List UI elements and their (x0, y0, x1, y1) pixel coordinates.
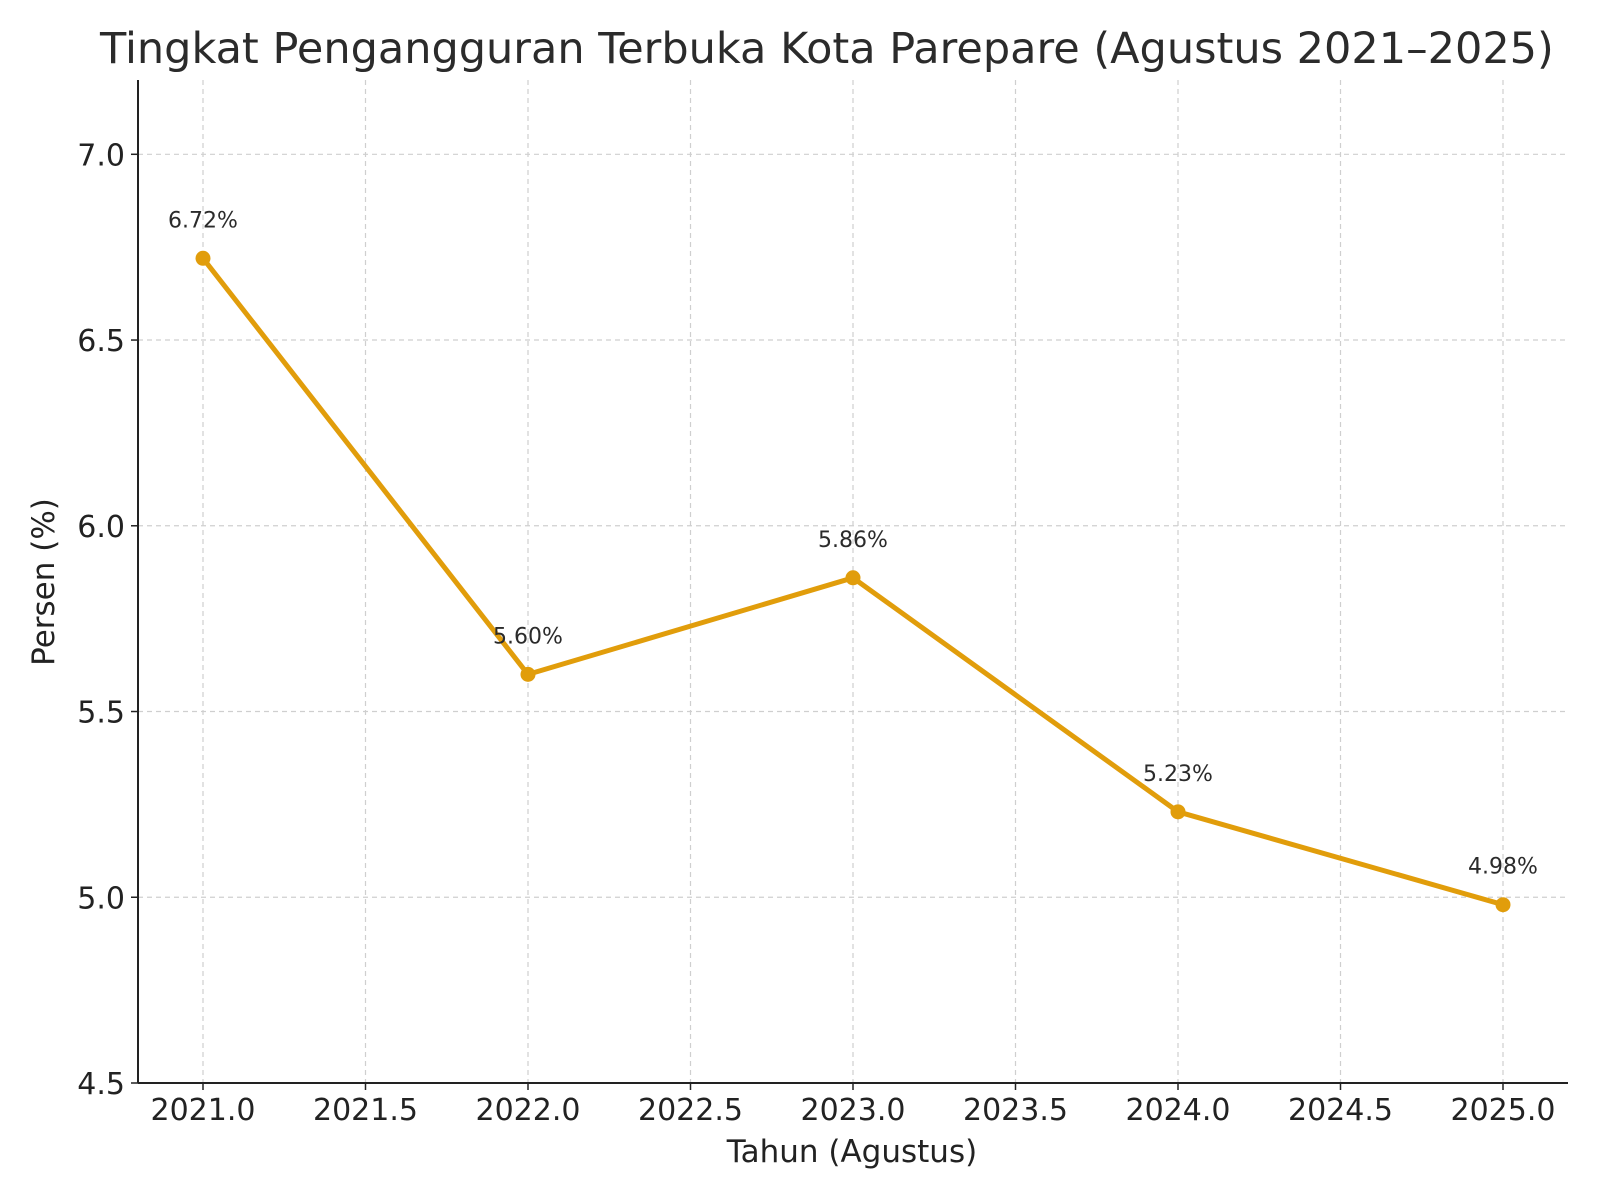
x-tick-label: 2024.0 (1126, 1093, 1231, 1128)
x-tick-label: 2023.0 (801, 1093, 906, 1128)
x-axis-label: Tahun (Agustus) (726, 1134, 977, 1170)
data-point (1170, 804, 1186, 820)
y-axis-label: Persen (%) (26, 498, 62, 666)
tick-labels: 2021.0 2021.5 2022.0 2022.5 2023.0 2023.5 2024… (77, 138, 1555, 1128)
data-label: 5.86% (818, 528, 888, 553)
x-tick-label: 2021.5 (313, 1093, 418, 1128)
series (195, 250, 1511, 913)
y-tick-label: 5.5 (77, 696, 125, 731)
data-point (845, 570, 861, 586)
y-tick-label: 5.0 (77, 881, 125, 916)
y-tick-label: 6.0 (77, 510, 125, 545)
data-label: 5.23% (1143, 762, 1213, 787)
data-label: 4.98% (1468, 855, 1538, 880)
y-tick-label: 7.0 (77, 138, 125, 173)
axes (131, 80, 1568, 1090)
x-tick-label: 2023.5 (963, 1093, 1068, 1128)
x-tick-label: 2021.0 (151, 1093, 256, 1128)
x-tick-label: 2024.5 (1288, 1093, 1393, 1128)
x-tick-label: 2025.0 (1451, 1093, 1556, 1128)
data-point (520, 666, 536, 682)
x-tick-label: 2022.0 (476, 1093, 581, 1128)
x-tick-label: 2022.5 (638, 1093, 743, 1128)
chart-title: Tingkat Pengangguran Terbuka Kota Parepa… (99, 24, 1554, 74)
data-point (1495, 897, 1511, 913)
data-label: 5.60% (493, 624, 563, 649)
y-tick-label: 6.5 (77, 324, 125, 359)
data-label: 6.72% (168, 208, 238, 233)
data-labels: 6.72% 5.60% 5.86% 5.23% 4.98% (168, 208, 1538, 879)
data-point (195, 250, 211, 266)
y-tick-label: 4.5 (77, 1067, 125, 1102)
